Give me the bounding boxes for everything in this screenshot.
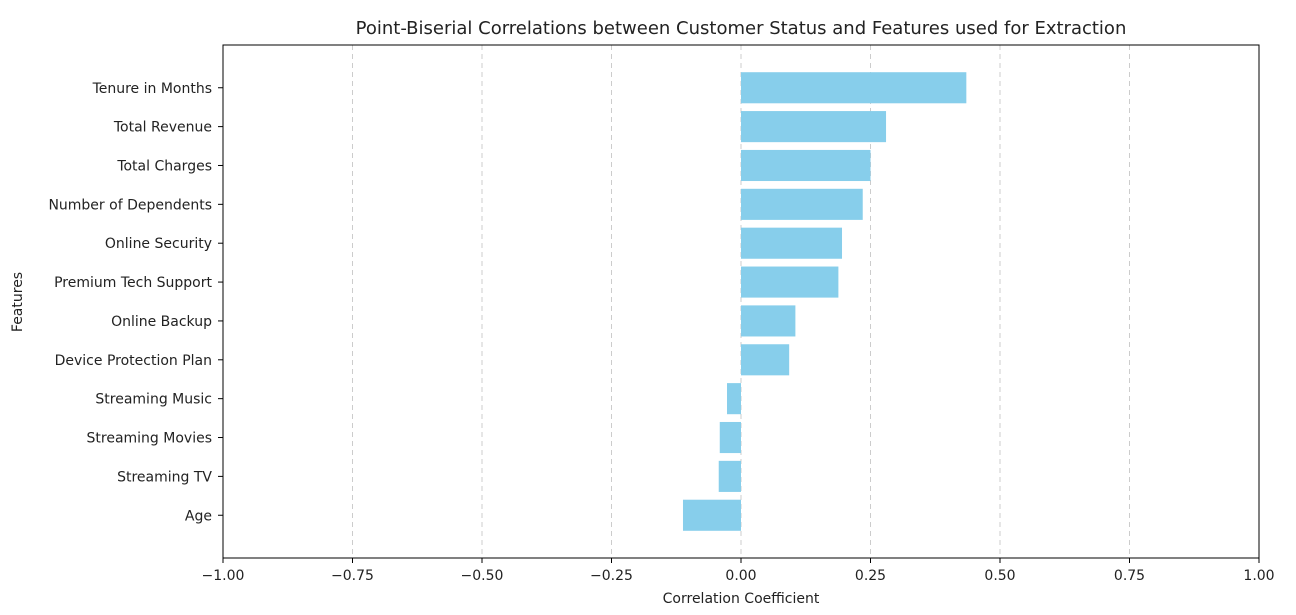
y-tick-label: Streaming TV	[117, 469, 212, 485]
y-axis-label: Features	[10, 272, 26, 332]
y-axis-ticks: Tenure in Months Total Revenue Total Charg…	[48, 81, 223, 524]
bar	[741, 72, 967, 104]
x-tick-label: −0.50	[461, 568, 504, 584]
y-tick-label: Device Protection Plan	[55, 353, 212, 369]
y-tick-label: Streaming Music	[95, 392, 212, 408]
bar	[727, 383, 741, 415]
y-tick-label: Tenure in Months	[92, 81, 212, 97]
bar	[741, 111, 887, 143]
y-tick-label: Total Charges	[116, 158, 212, 174]
y-tick-label: Number of Dependents	[48, 197, 212, 213]
bar	[741, 188, 863, 220]
x-tick-label: 0.50	[984, 568, 1015, 584]
x-tick-label: 0.75	[1114, 568, 1145, 584]
y-tick-label: Online Backup	[111, 314, 212, 330]
y-tick-label: Age	[185, 508, 212, 524]
y-tick-label: Streaming Movies	[87, 431, 212, 447]
x-axis-ticks: −1.00 −0.75 −0.50 −0.25 0.00 0.25 0.50 0.75 1.00	[202, 558, 1275, 584]
bar	[741, 305, 796, 337]
x-tick-label: −0.25	[590, 568, 633, 584]
bar	[719, 421, 741, 454]
bar	[741, 266, 839, 298]
bars	[682, 72, 967, 531]
x-tick-label: 0.00	[725, 568, 756, 584]
chart-title: Point-Biserial Correlations between Cust…	[356, 18, 1127, 39]
x-tick-label: 1.00	[1243, 568, 1274, 584]
x-tick-label: −0.75	[331, 568, 374, 584]
bar	[741, 227, 843, 259]
bar	[682, 499, 741, 531]
x-tick-label: 0.25	[855, 568, 886, 584]
y-tick-label: Online Security	[105, 236, 212, 252]
bar	[718, 460, 741, 492]
bar	[741, 344, 790, 376]
x-tick-label: −1.00	[202, 568, 245, 584]
y-tick-label: Total Revenue	[113, 120, 212, 136]
x-axis-label: Correlation Coefficient	[663, 591, 820, 607]
y-tick-label: Premium Tech Support	[54, 275, 212, 291]
bar	[741, 149, 871, 182]
